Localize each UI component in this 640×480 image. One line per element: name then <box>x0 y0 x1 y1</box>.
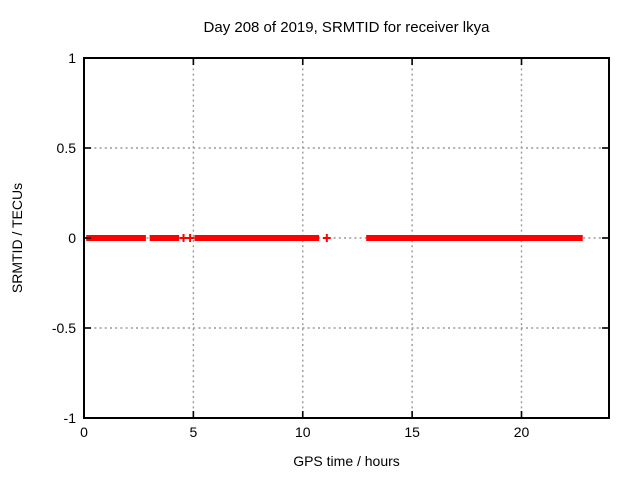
x-axis-label: GPS time / hours <box>293 453 400 469</box>
chart-title: Day 208 of 2019, SRMTID for receiver lky… <box>203 19 490 36</box>
y-tick-label: 0.5 <box>56 140 76 156</box>
y-tick-label: 0 <box>68 230 76 246</box>
y-tick-label: 1 <box>68 50 76 66</box>
y-tick-label: -0.5 <box>51 320 76 336</box>
y-axis-label-text: SRMTID / TECUs <box>9 182 25 294</box>
y-tick-label: -1 <box>63 410 76 426</box>
x-tick-label: 5 <box>189 424 198 440</box>
x-tick-label: 15 <box>404 424 420 440</box>
x-tick-label: 10 <box>294 424 311 440</box>
x-tick-label: 0 <box>80 424 88 440</box>
x-tick-label: 20 <box>513 424 530 440</box>
